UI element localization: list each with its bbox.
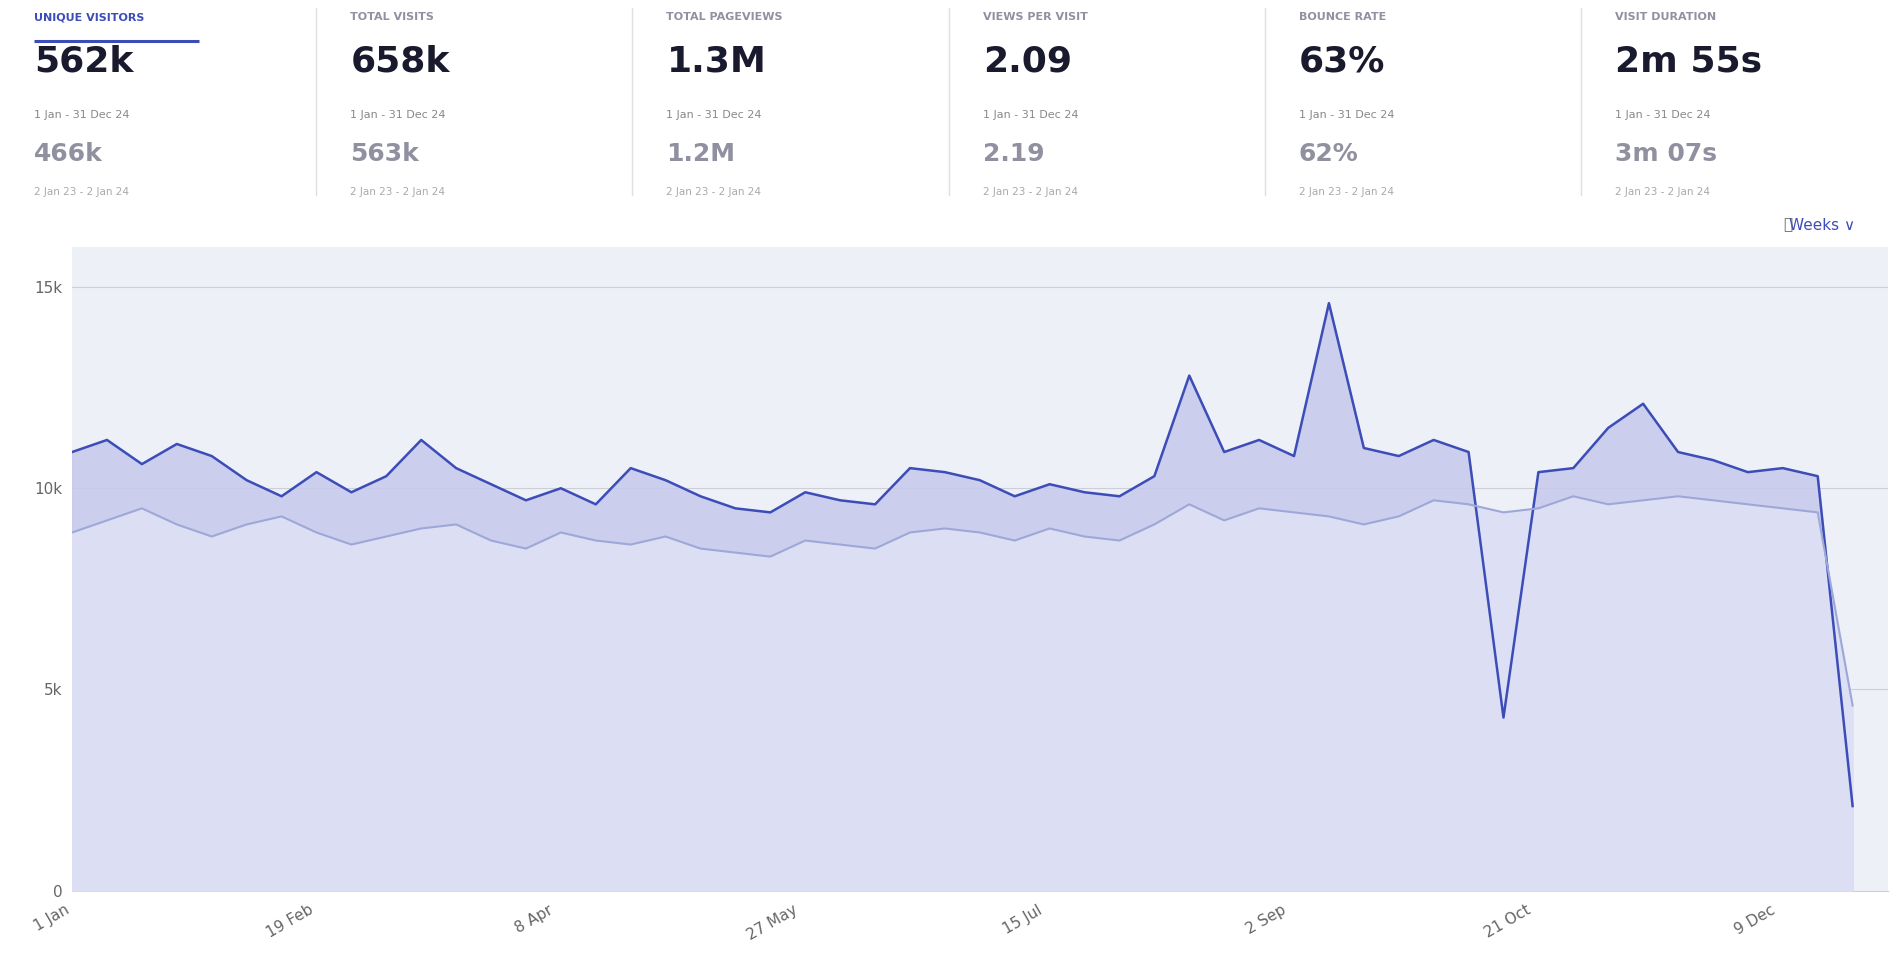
- Text: TOTAL VISITS: TOTAL VISITS: [351, 13, 434, 22]
- Text: VISIT DURATION: VISIT DURATION: [1614, 13, 1717, 22]
- Text: 562k: 562k: [34, 45, 133, 78]
- Text: 2 Jan 23 - 2 Jan 24: 2 Jan 23 - 2 Jan 24: [1299, 187, 1394, 197]
- Text: 466k: 466k: [34, 142, 102, 166]
- Text: VIEWS PER VISIT: VIEWS PER VISIT: [983, 13, 1087, 22]
- Text: 2.19: 2.19: [983, 142, 1043, 166]
- Text: 2 Jan 23 - 2 Jan 24: 2 Jan 23 - 2 Jan 24: [666, 187, 761, 197]
- Text: 1 Jan - 31 Dec 24: 1 Jan - 31 Dec 24: [34, 109, 129, 120]
- Text: 3m 07s: 3m 07s: [1614, 142, 1717, 166]
- Text: 1.3M: 1.3M: [666, 45, 766, 78]
- Text: 2 Jan 23 - 2 Jan 24: 2 Jan 23 - 2 Jan 24: [351, 187, 446, 197]
- Text: 63%: 63%: [1299, 45, 1385, 78]
- Text: 563k: 563k: [351, 142, 419, 166]
- Text: 1 Jan - 31 Dec 24: 1 Jan - 31 Dec 24: [1299, 109, 1394, 120]
- Text: UNIQUE VISITORS: UNIQUE VISITORS: [34, 13, 144, 22]
- Text: 62%: 62%: [1299, 142, 1358, 166]
- Text: Weeks ∨: Weeks ∨: [1789, 218, 1855, 232]
- Text: 2 Jan 23 - 2 Jan 24: 2 Jan 23 - 2 Jan 24: [1614, 187, 1709, 197]
- Text: 1 Jan - 31 Dec 24: 1 Jan - 31 Dec 24: [1614, 109, 1711, 120]
- Text: ⤓: ⤓: [1783, 218, 1793, 232]
- Text: 2.09: 2.09: [983, 45, 1072, 78]
- Text: 1 Jan - 31 Dec 24: 1 Jan - 31 Dec 24: [351, 109, 446, 120]
- Text: 2 Jan 23 - 2 Jan 24: 2 Jan 23 - 2 Jan 24: [34, 187, 129, 197]
- Text: 658k: 658k: [351, 45, 450, 78]
- Text: 2 Jan 23 - 2 Jan 24: 2 Jan 23 - 2 Jan 24: [983, 187, 1077, 197]
- Text: 2m 55s: 2m 55s: [1614, 45, 1762, 78]
- Text: TOTAL PAGEVIEWS: TOTAL PAGEVIEWS: [666, 13, 783, 22]
- Text: 1 Jan - 31 Dec 24: 1 Jan - 31 Dec 24: [983, 109, 1077, 120]
- Text: 1.2M: 1.2M: [666, 142, 736, 166]
- Text: BOUNCE RATE: BOUNCE RATE: [1299, 13, 1387, 22]
- Text: 1 Jan - 31 Dec 24: 1 Jan - 31 Dec 24: [666, 109, 763, 120]
